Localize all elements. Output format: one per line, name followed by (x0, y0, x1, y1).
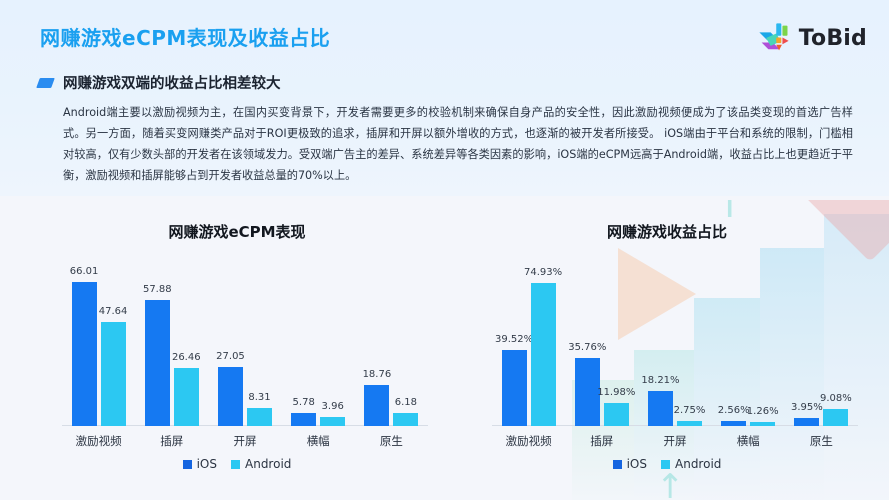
bar-value-label: 3.96 (321, 401, 344, 413)
bar-value-label: 18.76 (362, 369, 392, 380)
brand-logo: ToBid (756, 20, 867, 56)
bar-value-label: 3.95% (791, 402, 823, 414)
section-heading: 网赚游戏双端的收益占比相差较大 (36, 72, 281, 93)
tobid-arrow-logo-icon (759, 23, 789, 51)
bar-group: 2.56% 1.26% (712, 251, 785, 426)
bar-value-label: 6.18 (394, 396, 418, 408)
legend-swatch-ios (182, 459, 192, 469)
bar-value-label: 2.75% (673, 404, 706, 416)
x-axis-label: 插屏 (590, 434, 614, 448)
bar-android[interactable]: 1.26% (747, 406, 779, 426)
bar-value-label: 66.01 (69, 265, 99, 277)
bar-group: 18.21% 2.75% (638, 251, 711, 426)
chart-ecpm-plot: 66.01 47.64 57.88 26.46 27.05 8.31 5.78 3.96 18.… (62, 251, 428, 426)
section-subtitle: 网赚游戏双端的收益占比相差较大 (63, 76, 281, 92)
bar-ios[interactable]: 18.76 (363, 369, 391, 426)
chart-ecpm-axis-line (62, 425, 428, 426)
chart-ecpm-legend: iOS Android (22, 457, 452, 471)
bar-value-label: 2.56% (717, 405, 750, 417)
header-background (0, 0, 889, 196)
bar-ios[interactable]: 3.95% (791, 402, 823, 426)
legend-label-ios: iOS (626, 457, 647, 471)
bar-android[interactable]: 9.08% (820, 393, 852, 426)
bar-value-label: 57.88 (142, 283, 172, 295)
legend-item-ios[interactable]: iOS (182, 457, 217, 471)
chart-revenue-share-title: 网赚游戏收益占比 (606, 223, 727, 241)
x-axis-label: 开屏 (233, 434, 257, 448)
bar-ios[interactable]: 66.01 (70, 266, 98, 426)
chart-revenue-share-plot: 39.52% 74.93% 35.76% 11.98% 18.21% 2.75% 2.56%… (492, 251, 858, 426)
legend-label-ios: iOS (196, 457, 217, 471)
bar-value-label: 9.08% (820, 392, 852, 404)
bar-value-label: 27.05 (216, 350, 245, 362)
x-axis-label: 激励视频 (75, 434, 122, 448)
page-title: 网赚游戏eCPM表现及收益占比 (40, 26, 331, 50)
bar-group: 66.01 47.64 (62, 251, 135, 426)
chart-ecpm-title: 网赚游戏eCPM表现 (168, 223, 306, 241)
parallelogram-bullet-icon (36, 77, 55, 88)
bar-android[interactable]: 47.64 (99, 306, 127, 426)
legend-item-android[interactable]: Android (661, 457, 721, 471)
chart-revenue-share-xlabels: 激励视频 插屏 开屏 横幅 原生 (492, 433, 858, 453)
bar-value-label: 39.52% (495, 334, 534, 346)
bar-android[interactable]: 26.46 (172, 352, 201, 426)
legend-item-ios[interactable]: iOS (612, 457, 647, 471)
bar-value-label: 8.31 (248, 391, 271, 403)
bar-group: 18.76 6.18 (355, 251, 428, 426)
bar-value-label: 18.21% (641, 375, 680, 387)
bar-ios[interactable]: 27.05 (216, 351, 245, 426)
legend-swatch-android (231, 459, 240, 469)
bar-ios[interactable]: 35.76% (568, 342, 606, 426)
bar-group: 3.95% 9.08% (785, 251, 858, 426)
x-axis-label: 原生 (809, 434, 833, 448)
chart-ecpm: 网赚游戏eCPM表现 66.01 47.64 57.88 26.46 27.05 8.31… (22, 205, 452, 495)
body-paragraph: Android端主要以激励视频为主，在国内买变背景下，开发者需要更多的校验机制来… (63, 106, 853, 182)
brand-logo-text: ToBid (798, 25, 867, 51)
bar-group: 5.78 3.96 (282, 251, 355, 426)
chart-revenue-share: 网赚游戏收益占比 39.52% 74.93% 35.76% 11.98% 18.21% 2… (452, 205, 882, 495)
x-axis-label: 激励视频 (505, 434, 552, 448)
x-axis-label: 横幅 (306, 434, 330, 448)
bar-value-label: 5.78 (292, 397, 315, 409)
legend-label-android: Android (245, 457, 292, 471)
bar-android[interactable]: 3.96 (320, 401, 346, 426)
bar-android[interactable]: 8.31 (246, 392, 272, 426)
bar-ios[interactable]: 2.56% (718, 405, 750, 426)
bar-group: 35.76% 11.98% (565, 251, 638, 426)
legend-swatch-android (661, 459, 670, 469)
bar-android[interactable]: 2.75% (674, 405, 705, 426)
chart-ecpm-xlabels: 激励视频 插屏 开屏 横幅 原生 (62, 433, 428, 453)
bar-value-label: 11.98% (597, 387, 636, 399)
bar-android[interactable]: 6.18 (393, 397, 419, 426)
chart-revenue-share-legend: iOS Android (452, 457, 882, 471)
bar-ios[interactable]: 18.21% (641, 375, 680, 426)
bar-group: 57.88 26.46 (135, 251, 208, 426)
x-axis-label: 原生 (379, 434, 403, 448)
bar-value-label: 1.26% (746, 406, 779, 417)
x-axis-label: 开屏 (663, 434, 687, 448)
bar-value-label: 26.46 (171, 352, 201, 364)
bar-value-label: 35.76% (568, 341, 607, 353)
legend-label-android: Android (675, 457, 722, 471)
chart-revenue-share-axis-line (492, 425, 858, 426)
legend-swatch-ios (612, 459, 622, 469)
bar-value-label: 47.64 (98, 305, 128, 317)
bar-ios[interactable]: 39.52% (495, 334, 533, 426)
bar-ios[interactable]: 5.78 (291, 397, 317, 426)
bar-group: 39.52% 74.93% (492, 251, 565, 426)
x-axis-label: 插屏 (160, 434, 184, 448)
bar-value-label: 74.93% (524, 266, 563, 278)
bar-ios[interactable]: 57.88 (143, 284, 172, 426)
bar-android[interactable]: 74.93% (524, 267, 562, 426)
x-axis-label: 横幅 (736, 434, 760, 448)
bar-group: 27.05 8.31 (208, 251, 281, 426)
bar-android[interactable]: 11.98% (597, 387, 635, 426)
legend-item-android[interactable]: Android (231, 457, 291, 471)
